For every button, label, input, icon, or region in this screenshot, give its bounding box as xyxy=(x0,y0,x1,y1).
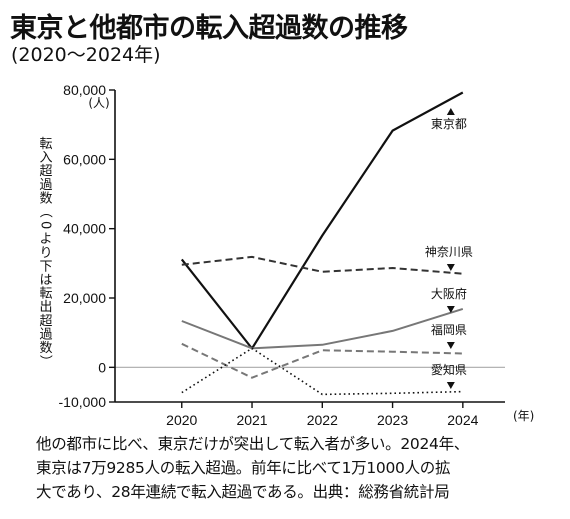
series-label: 神奈川県 xyxy=(425,245,473,259)
y-tick-label: 0 xyxy=(98,359,106,375)
series-line xyxy=(181,347,463,396)
x-tick-label: 2023 xyxy=(377,412,408,428)
x-axis-label: (年) xyxy=(513,409,534,423)
y-axis-title-char: 出 xyxy=(39,300,52,315)
x-tick-label: 2024 xyxy=(447,412,478,428)
series-label: 愛知県 xyxy=(431,363,467,377)
y-axis-title-char: 下 xyxy=(39,259,52,274)
y-tick-label: 60,000 xyxy=(63,151,106,167)
chart-subtitle: (2020〜2024年) xyxy=(11,44,161,66)
caption-line: 東京は7万9285人の転入超過。前年に比べて1万1000人の拡 xyxy=(36,459,451,477)
y-axis-title-char: り xyxy=(39,246,52,261)
series-marker xyxy=(446,306,455,313)
y-tick-label: -10,000 xyxy=(59,394,107,410)
series-line xyxy=(180,91,464,350)
y-axis-title-char: 超 xyxy=(39,164,52,179)
series-line xyxy=(181,307,464,350)
y-axis-title-char: 過 xyxy=(39,178,52,193)
series-line xyxy=(181,255,463,275)
y-axis-title-char: 超 xyxy=(39,314,52,329)
caption-line: 他の都市に比べ、東京だけが突出して転入者が多い。2024年、 xyxy=(36,435,469,453)
y-tick-label: 80,000 xyxy=(63,82,106,98)
caption-line: 大であり、28年連続で転入超過である。出典：総務省統計局 xyxy=(36,483,450,501)
y-axis-title-char: は xyxy=(39,273,52,288)
y-ticks: 80,000 60,000 40,000 20,000 0 -10,000 xyxy=(59,82,115,410)
y-tick-label: 20,000 xyxy=(63,290,106,306)
y-axis-title-char: 数 xyxy=(39,191,52,206)
chart-title: 東京と他都市の転入超過数の推移 xyxy=(10,13,408,44)
series-lines xyxy=(180,91,464,396)
series-marker xyxy=(446,108,455,115)
y-axis-title-char: よ xyxy=(39,232,52,247)
y-axis-title-char: 過 xyxy=(39,327,52,342)
caption: 他の都市に比べ、東京だけが突出して転入者が多い。2024年、 東京は7万9285… xyxy=(36,432,556,504)
y-axis-title-char: 転 xyxy=(39,287,52,302)
y-axis-title-char: 転 xyxy=(39,137,52,152)
x-tick-label: 2020 xyxy=(166,412,197,428)
x-ticks: 2020 2021 2022 2023 2024 xyxy=(166,402,479,428)
series-label: 東京都 xyxy=(431,117,467,131)
y-axis-title-char: 入 xyxy=(39,151,52,166)
y-axis-title-char: （ xyxy=(38,205,53,218)
series-marker xyxy=(446,382,455,389)
series-marker xyxy=(446,342,455,349)
y-tick-label: 40,000 xyxy=(63,221,106,237)
y-axis-unit: (人) xyxy=(88,96,109,110)
series-label: 福岡県 xyxy=(431,322,467,337)
series-marker xyxy=(446,264,455,271)
series-label: 大阪府 xyxy=(431,286,467,301)
y-axis-title-char: 数 xyxy=(39,341,52,356)
x-tick-label: 2021 xyxy=(236,412,267,428)
series-line xyxy=(181,342,463,379)
y-axis-title-char: ） xyxy=(38,355,53,368)
y-axis-title-char: 0 xyxy=(38,221,53,229)
x-tick-label: 2022 xyxy=(307,412,338,428)
